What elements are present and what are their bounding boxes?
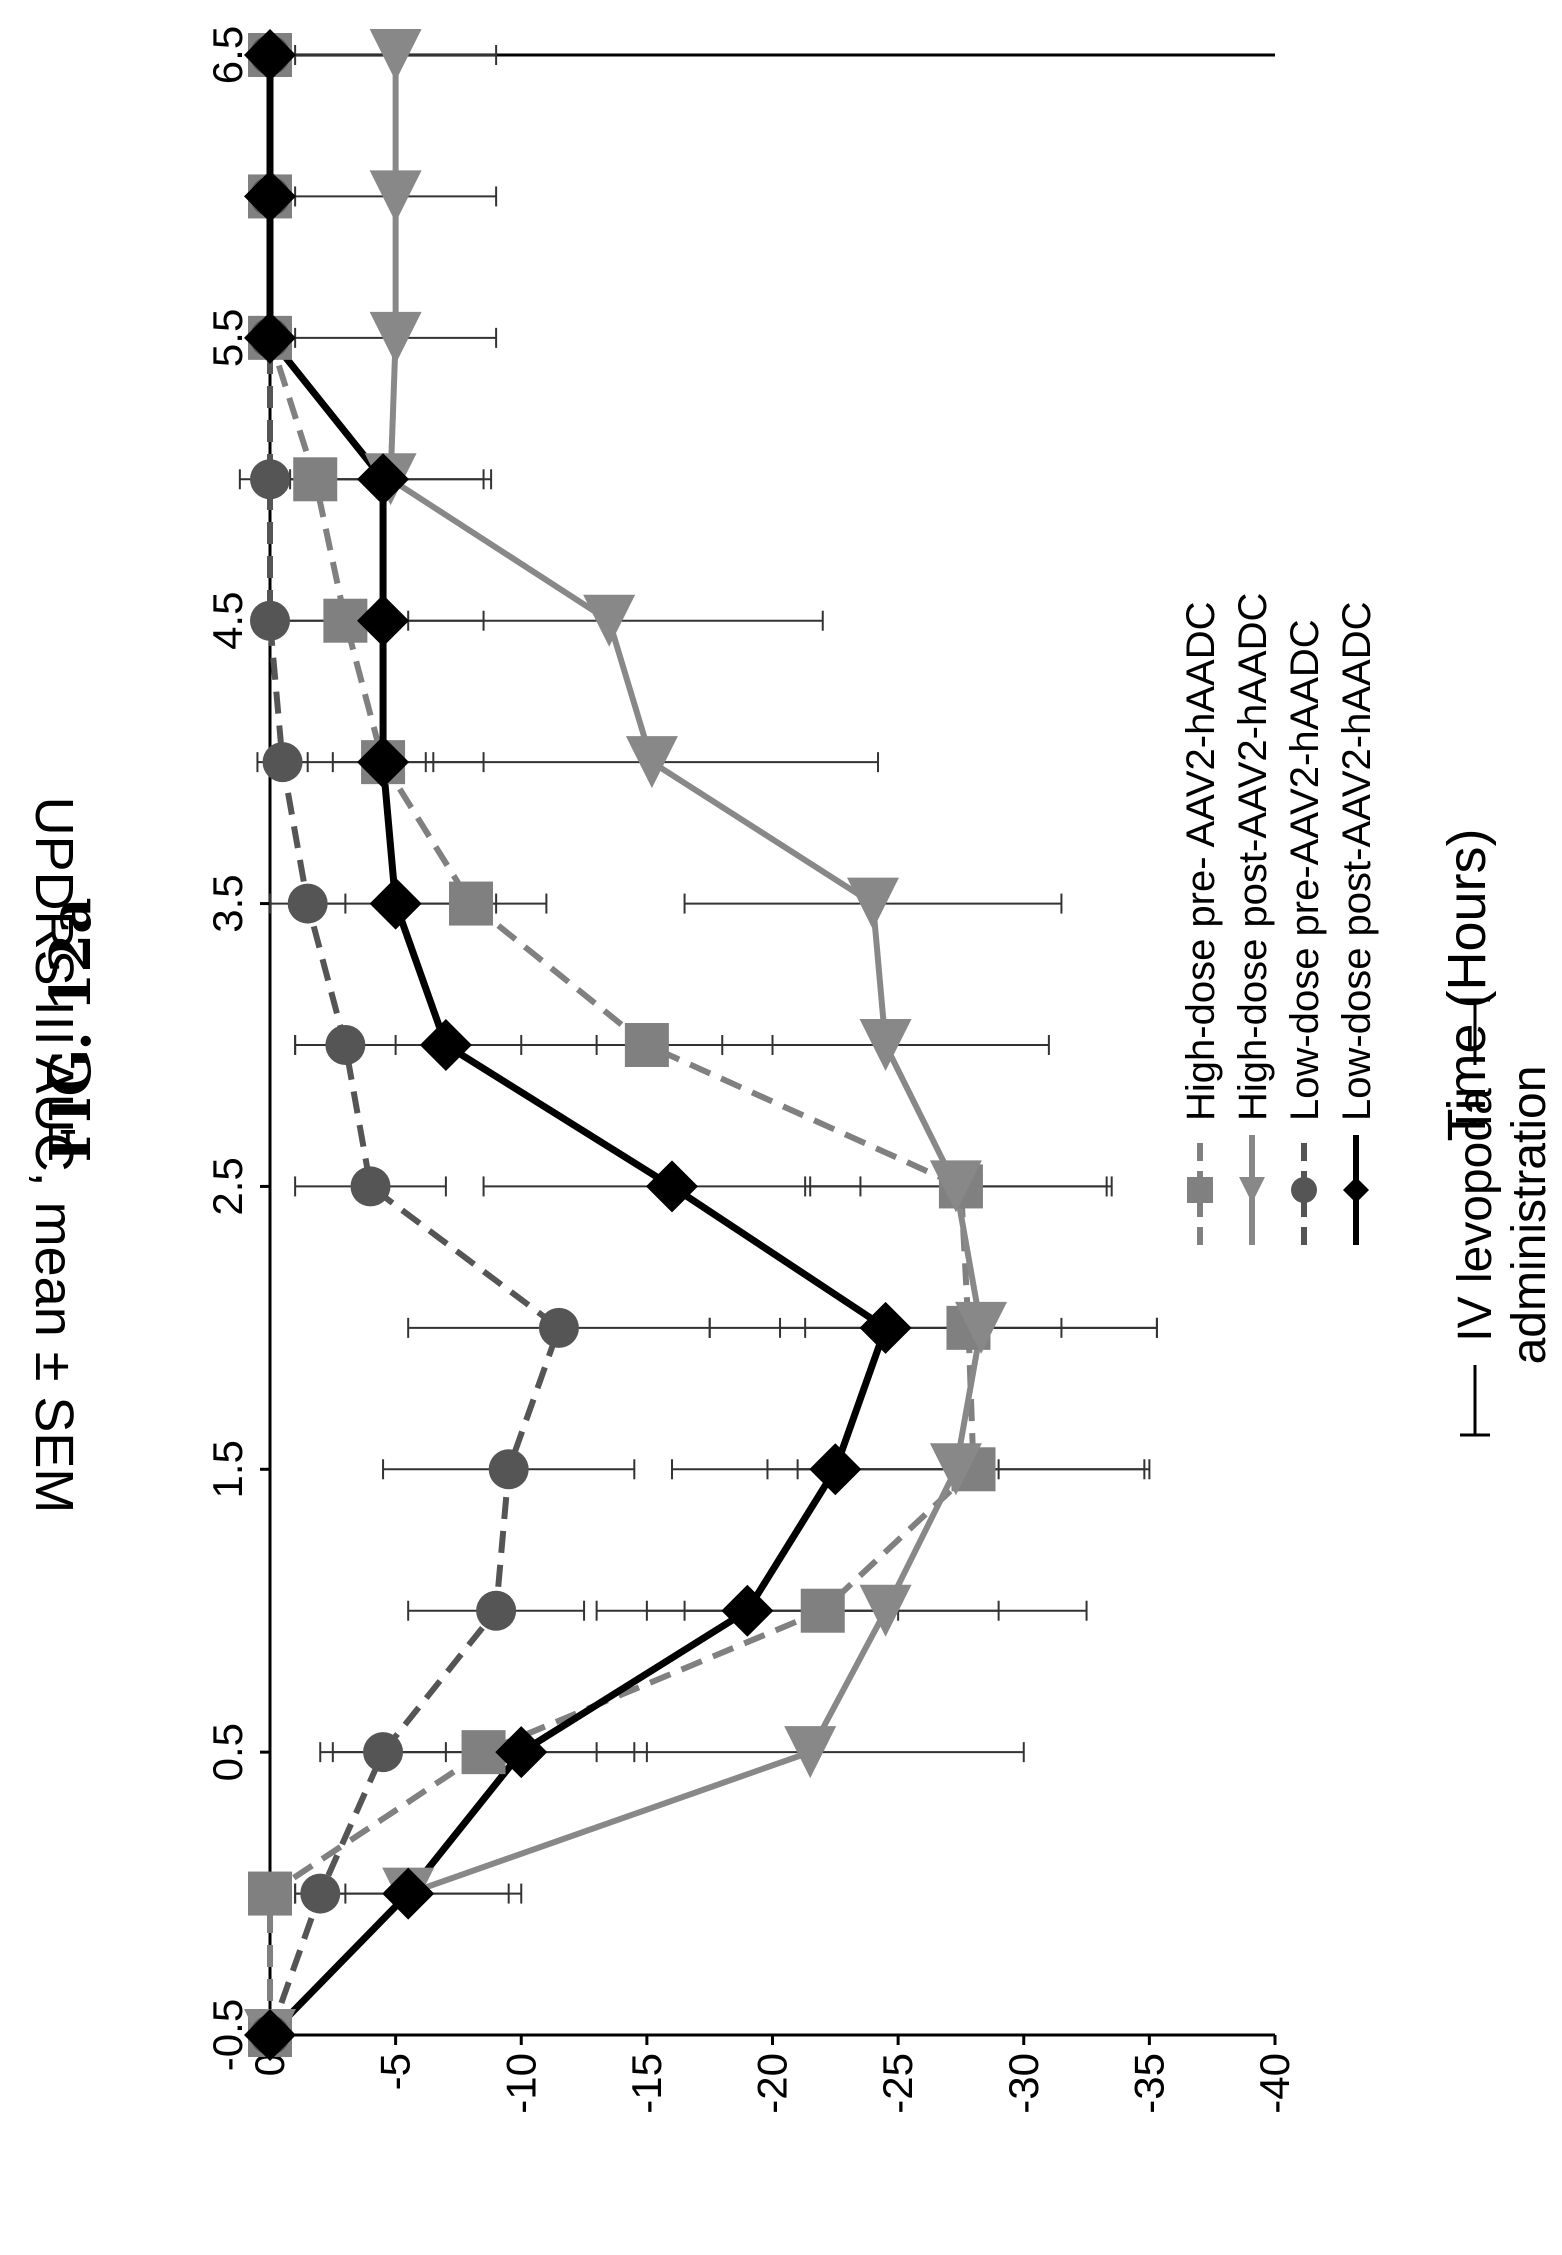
y-tick-label: -20 [749,2053,796,2114]
legend-label: High-dose pre- AAV2-hAADC [1179,602,1223,1122]
data-point-marker [250,459,290,500]
data-point-marker [800,1588,845,1633]
data-point-marker [809,1443,862,1496]
data-point-marker [419,1019,472,1071]
data-point-marker [859,1301,912,1354]
y-tick-label: -30 [1000,2053,1047,2114]
data-point-marker [721,1584,774,1637]
y-tick-label: -35 [1125,2053,1172,2114]
data-point-marker [244,311,296,364]
legend-label: High-dose post-AAV2-hAADC [1231,593,1275,1121]
y-tick-label: 0 [246,2053,293,2076]
data-point-marker [357,594,410,647]
y-axis-label: UPDRS III AUC, mean ± SEM [24,797,84,1514]
data-point-marker [646,1160,698,1213]
data-point-marker [262,742,303,783]
data-point-marker [363,1732,404,1773]
data-point-marker [300,1873,341,1914]
data-point-marker [859,1584,912,1637]
data-point-marker [859,1019,912,1071]
data-point-marker [357,736,410,789]
axes-group: -0.5 0.5 1.5 2.5 3.5 4.5 5.5 6.5 0 -5 -10 -15 -20 -25… [204,26,1298,2114]
x-tick-label: 2.5 [204,1157,251,1215]
data-point-marker [369,170,422,223]
x-tick-label: 5.5 [204,309,251,367]
y-tick-label: -25 [874,2053,921,2114]
y-tick-label: -40 [1251,2053,1298,2114]
x-tick-label: 0.5 [204,1723,251,1781]
data-point-marker [244,29,296,81]
markers-group [244,29,1008,2061]
data-point-marker [244,2009,296,2061]
data-point-marker [287,883,328,924]
data-point-marker [293,457,338,502]
levodopa-annotation: IV levopoda administration [1449,998,1556,1437]
data-point-marker [325,1025,366,1065]
data-point-marker [784,1726,837,1779]
data-point-marker [369,29,422,81]
data-point-marker [929,1443,982,1496]
data-point-marker [449,881,493,926]
legend: High-dose pre- AAV2-hAADC High-dose post-… [1179,593,1379,1245]
data-point-marker [248,1871,292,1916]
legend-marker [1291,1177,1317,1203]
y-tick-label: -10 [497,2053,544,2114]
data-point-marker [847,877,899,930]
data-point-marker [955,1301,1008,1354]
x-axis-label: Time (Hours) [1437,828,1497,1141]
x-tick-label: 6.5 [204,26,251,84]
data-point-marker [929,1160,982,1213]
legend-label: Low-dose pre-AAV2-hAADC [1283,619,1327,1121]
annotation-line-2: administration [1503,1066,1556,1365]
data-point-marker [624,1023,669,1067]
legend-marker [1187,1177,1213,1203]
data-point-marker [461,1730,506,1775]
data-point-marker [583,594,636,647]
data-point-marker [538,1307,579,1348]
x-tick-label: -0.5 [204,1999,251,2071]
data-point-marker [244,170,296,223]
data-point-marker [369,877,422,930]
x-tick-label: 1.5 [204,1440,251,1498]
data-point-marker [625,736,678,789]
data-point-marker [476,1590,517,1631]
data-point-marker [369,311,422,364]
legend-label: Low-dose post-AAV2-hAADC [1335,602,1379,1122]
rotated-plot-group: -0.5 0.5 1.5 2.5 3.5 4.5 5.5 6.5 0 -5 -10 -15 -20 -25… [24,26,1556,2114]
annotation-line-1: IV levopoda [1449,1088,1502,1342]
y-tick-label: -15 [623,2053,670,2114]
data-point-marker [250,600,290,641]
legend-marker [1239,1177,1265,1203]
data-point-marker [488,1449,529,1490]
data-point-marker [323,598,368,643]
figure-title: FIG. 12a [38,898,104,1163]
data-point-marker [350,1166,391,1207]
y-tick-label: -5 [372,2053,419,2090]
x-tick-label: 3.5 [204,874,251,932]
x-tick-label: 4.5 [204,592,251,650]
legend-marker [1343,1177,1369,1203]
data-point-marker [357,453,410,506]
